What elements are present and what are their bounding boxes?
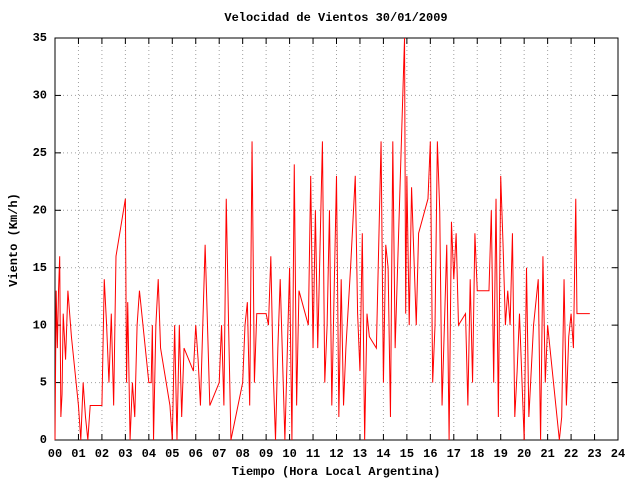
x-axis-label: Tiempo (Hora Local Argentina) (232, 465, 441, 479)
x-tick-label: 12 (329, 447, 343, 461)
x-tick-label: 21 (540, 447, 554, 461)
x-tick-label: 00 (48, 447, 62, 461)
x-tick-label: 05 (165, 447, 179, 461)
x-tick-label: 23 (587, 447, 601, 461)
x-tick-label: 20 (517, 447, 531, 461)
x-tick-label: 04 (142, 447, 156, 461)
x-tick-label: 08 (235, 447, 249, 461)
data-line (54, 37, 590, 441)
y-axis-label: Viento (Km/h) (7, 193, 21, 287)
x-tick-label: 03 (118, 447, 132, 461)
y-tick-label: 25 (33, 146, 47, 160)
x-tick-label: 07 (212, 447, 226, 461)
x-tick-label: 16 (423, 447, 437, 461)
x-tick-label: 11 (306, 447, 320, 461)
y-tick-label: 15 (33, 261, 47, 275)
x-tick-label: 22 (564, 447, 578, 461)
x-tick-label: 24 (611, 447, 625, 461)
x-tick-label: 17 (447, 447, 461, 461)
y-tick-label: 5 (40, 376, 47, 390)
x-tick-label: 06 (189, 447, 203, 461)
chart-title: Velocidad de Vientos 30/01/2009 (224, 11, 447, 25)
x-tick-label: 14 (376, 447, 390, 461)
x-tick-label: 10 (282, 447, 296, 461)
x-tick-label: 09 (259, 447, 273, 461)
x-tick-label: 13 (353, 447, 367, 461)
y-tick-label: 10 (33, 318, 47, 332)
y-tick-label: 20 (33, 203, 47, 217)
y-tick-label: 0 (40, 433, 47, 447)
y-tick-label: 30 (33, 89, 47, 103)
x-tick-label: 19 (494, 447, 508, 461)
x-tick-label: 18 (470, 447, 484, 461)
y-tick-label: 35 (33, 31, 47, 45)
x-tick-label: 15 (400, 447, 414, 461)
x-tick-label: 01 (71, 447, 85, 461)
plot-frame (54, 37, 619, 441)
x-tick-label: 02 (95, 447, 109, 461)
